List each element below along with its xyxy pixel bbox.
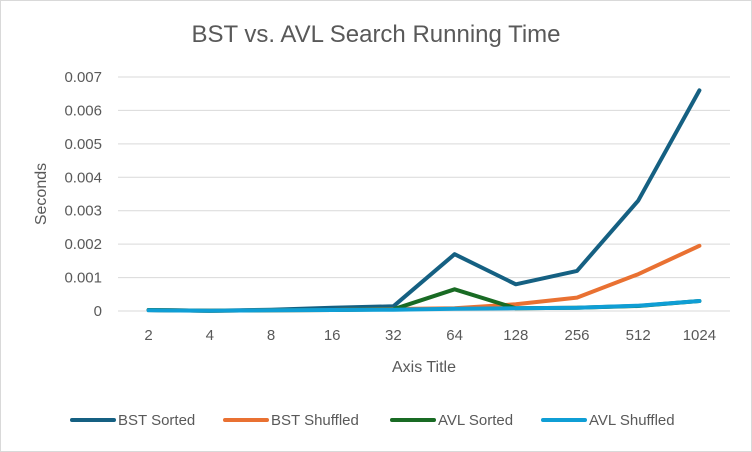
y-tick-label: 0.006 xyxy=(64,102,102,119)
x-tick-label: 8 xyxy=(267,327,275,344)
legend-label: AVL Shuffled xyxy=(589,412,675,429)
legend: BST Sorted BST Shuffled AVL Sorted AVL Shuf… xyxy=(70,412,675,429)
y-axis-ticks: 0 0.001 0.002 0.003 0.004 0.005 0.006 0.007 xyxy=(64,69,102,320)
x-tick-label: 32 xyxy=(385,327,402,344)
legend-item: AVL Sorted xyxy=(390,412,513,429)
legend-label: BST Sorted xyxy=(118,412,195,429)
x-tick-label: 2 xyxy=(144,327,152,344)
x-tick-label: 64 xyxy=(446,327,463,344)
y-tick-label: 0.007 xyxy=(64,69,102,86)
x-tick-label: 16 xyxy=(324,327,341,344)
y-tick-label: 0.002 xyxy=(64,236,102,253)
y-tick-label: 0.005 xyxy=(64,136,102,153)
legend-label: AVL Sorted xyxy=(438,412,513,429)
y-tick-label: 0.003 xyxy=(64,203,102,220)
y-tick-label: 0.001 xyxy=(64,270,102,287)
y-tick-label: 0 xyxy=(94,303,102,320)
legend-label: BST Shuffled xyxy=(271,412,359,429)
series-lines xyxy=(146,88,702,313)
x-axis-ticks: 2 4 8 16 32 64 128 256 512 1024 xyxy=(144,327,716,344)
legend-item: BST Sorted xyxy=(70,412,195,429)
x-tick-label: 4 xyxy=(206,327,214,344)
x-tick-label: 128 xyxy=(503,327,528,344)
series-line-avl-shuffled xyxy=(146,299,702,313)
x-tick-label: 512 xyxy=(626,327,651,344)
legend-item: AVL Shuffled xyxy=(541,412,675,429)
y-axis-title: Seconds xyxy=(33,163,50,225)
y-tick-label: 0.004 xyxy=(64,169,102,186)
x-tick-label: 256 xyxy=(564,327,589,344)
x-tick-label: 1024 xyxy=(683,327,716,344)
x-axis-title: Axis Title xyxy=(392,359,456,376)
legend-item: BST Shuffled xyxy=(223,412,359,429)
chart-title: BST vs. AVL Search Running Time xyxy=(191,21,560,48)
